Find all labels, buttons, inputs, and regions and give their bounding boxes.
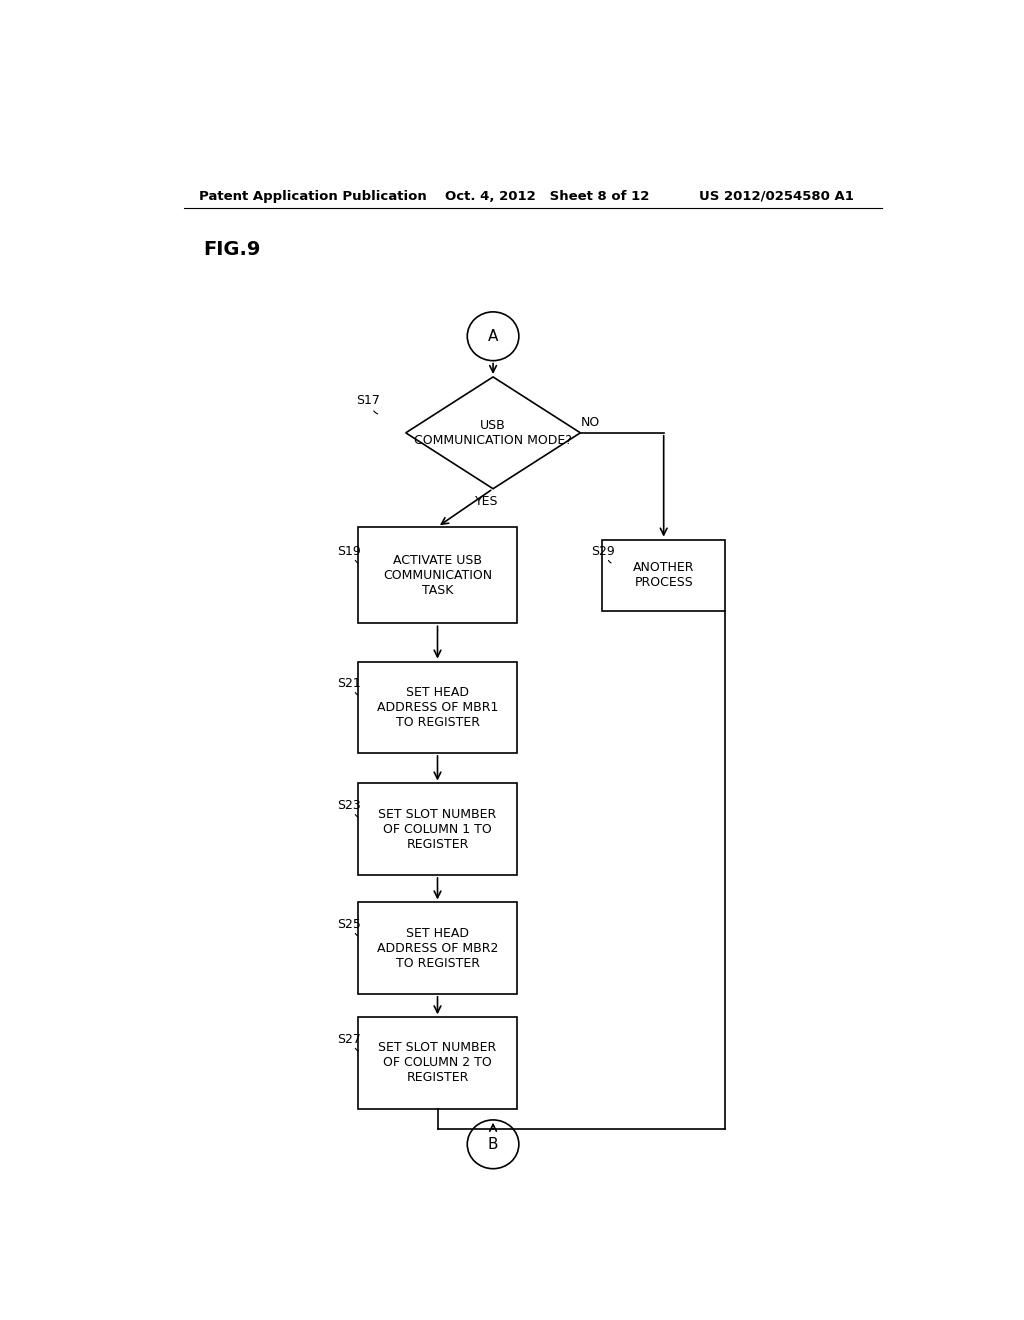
Text: S29: S29 [591, 545, 614, 558]
Bar [358, 784, 517, 875]
Bar [602, 540, 725, 611]
Text: NO: NO [581, 416, 600, 429]
Text: B: B [487, 1137, 499, 1152]
Text: ANOTHER
PROCESS: ANOTHER PROCESS [633, 561, 694, 589]
Text: Oct. 4, 2012   Sheet 8 of 12: Oct. 4, 2012 Sheet 8 of 12 [445, 190, 650, 202]
Text: SET SLOT NUMBER
OF COLUMN 2 TO
REGISTER: SET SLOT NUMBER OF COLUMN 2 TO REGISTER [379, 1041, 497, 1085]
Text: S23: S23 [337, 800, 360, 812]
Text: S27: S27 [337, 1034, 360, 1047]
Text: FIG.9: FIG.9 [204, 240, 261, 259]
Text: Patent Application Publication: Patent Application Publication [200, 190, 427, 202]
Text: US 2012/0254580 A1: US 2012/0254580 A1 [699, 190, 854, 202]
Bar [358, 661, 517, 752]
Text: A: A [487, 329, 499, 343]
Text: USB
COMMUNICATION MODE?: USB COMMUNICATION MODE? [414, 418, 572, 447]
Text: YES: YES [475, 495, 499, 508]
Text: ACTIVATE USB
COMMUNICATION
TASK: ACTIVATE USB COMMUNICATION TASK [383, 553, 493, 597]
Text: S25: S25 [337, 919, 360, 932]
Text: SET HEAD
ADDRESS OF MBR1
TO REGISTER: SET HEAD ADDRESS OF MBR1 TO REGISTER [377, 686, 499, 729]
Text: SET HEAD
ADDRESS OF MBR2
TO REGISTER: SET HEAD ADDRESS OF MBR2 TO REGISTER [377, 927, 499, 970]
Bar [358, 1018, 517, 1109]
Text: S21: S21 [337, 677, 360, 690]
Bar [358, 903, 517, 994]
Text: SET SLOT NUMBER
OF COLUMN 1 TO
REGISTER: SET SLOT NUMBER OF COLUMN 1 TO REGISTER [379, 808, 497, 850]
Text: S17: S17 [356, 393, 381, 407]
Text: S19: S19 [337, 545, 360, 558]
Bar [358, 527, 517, 623]
